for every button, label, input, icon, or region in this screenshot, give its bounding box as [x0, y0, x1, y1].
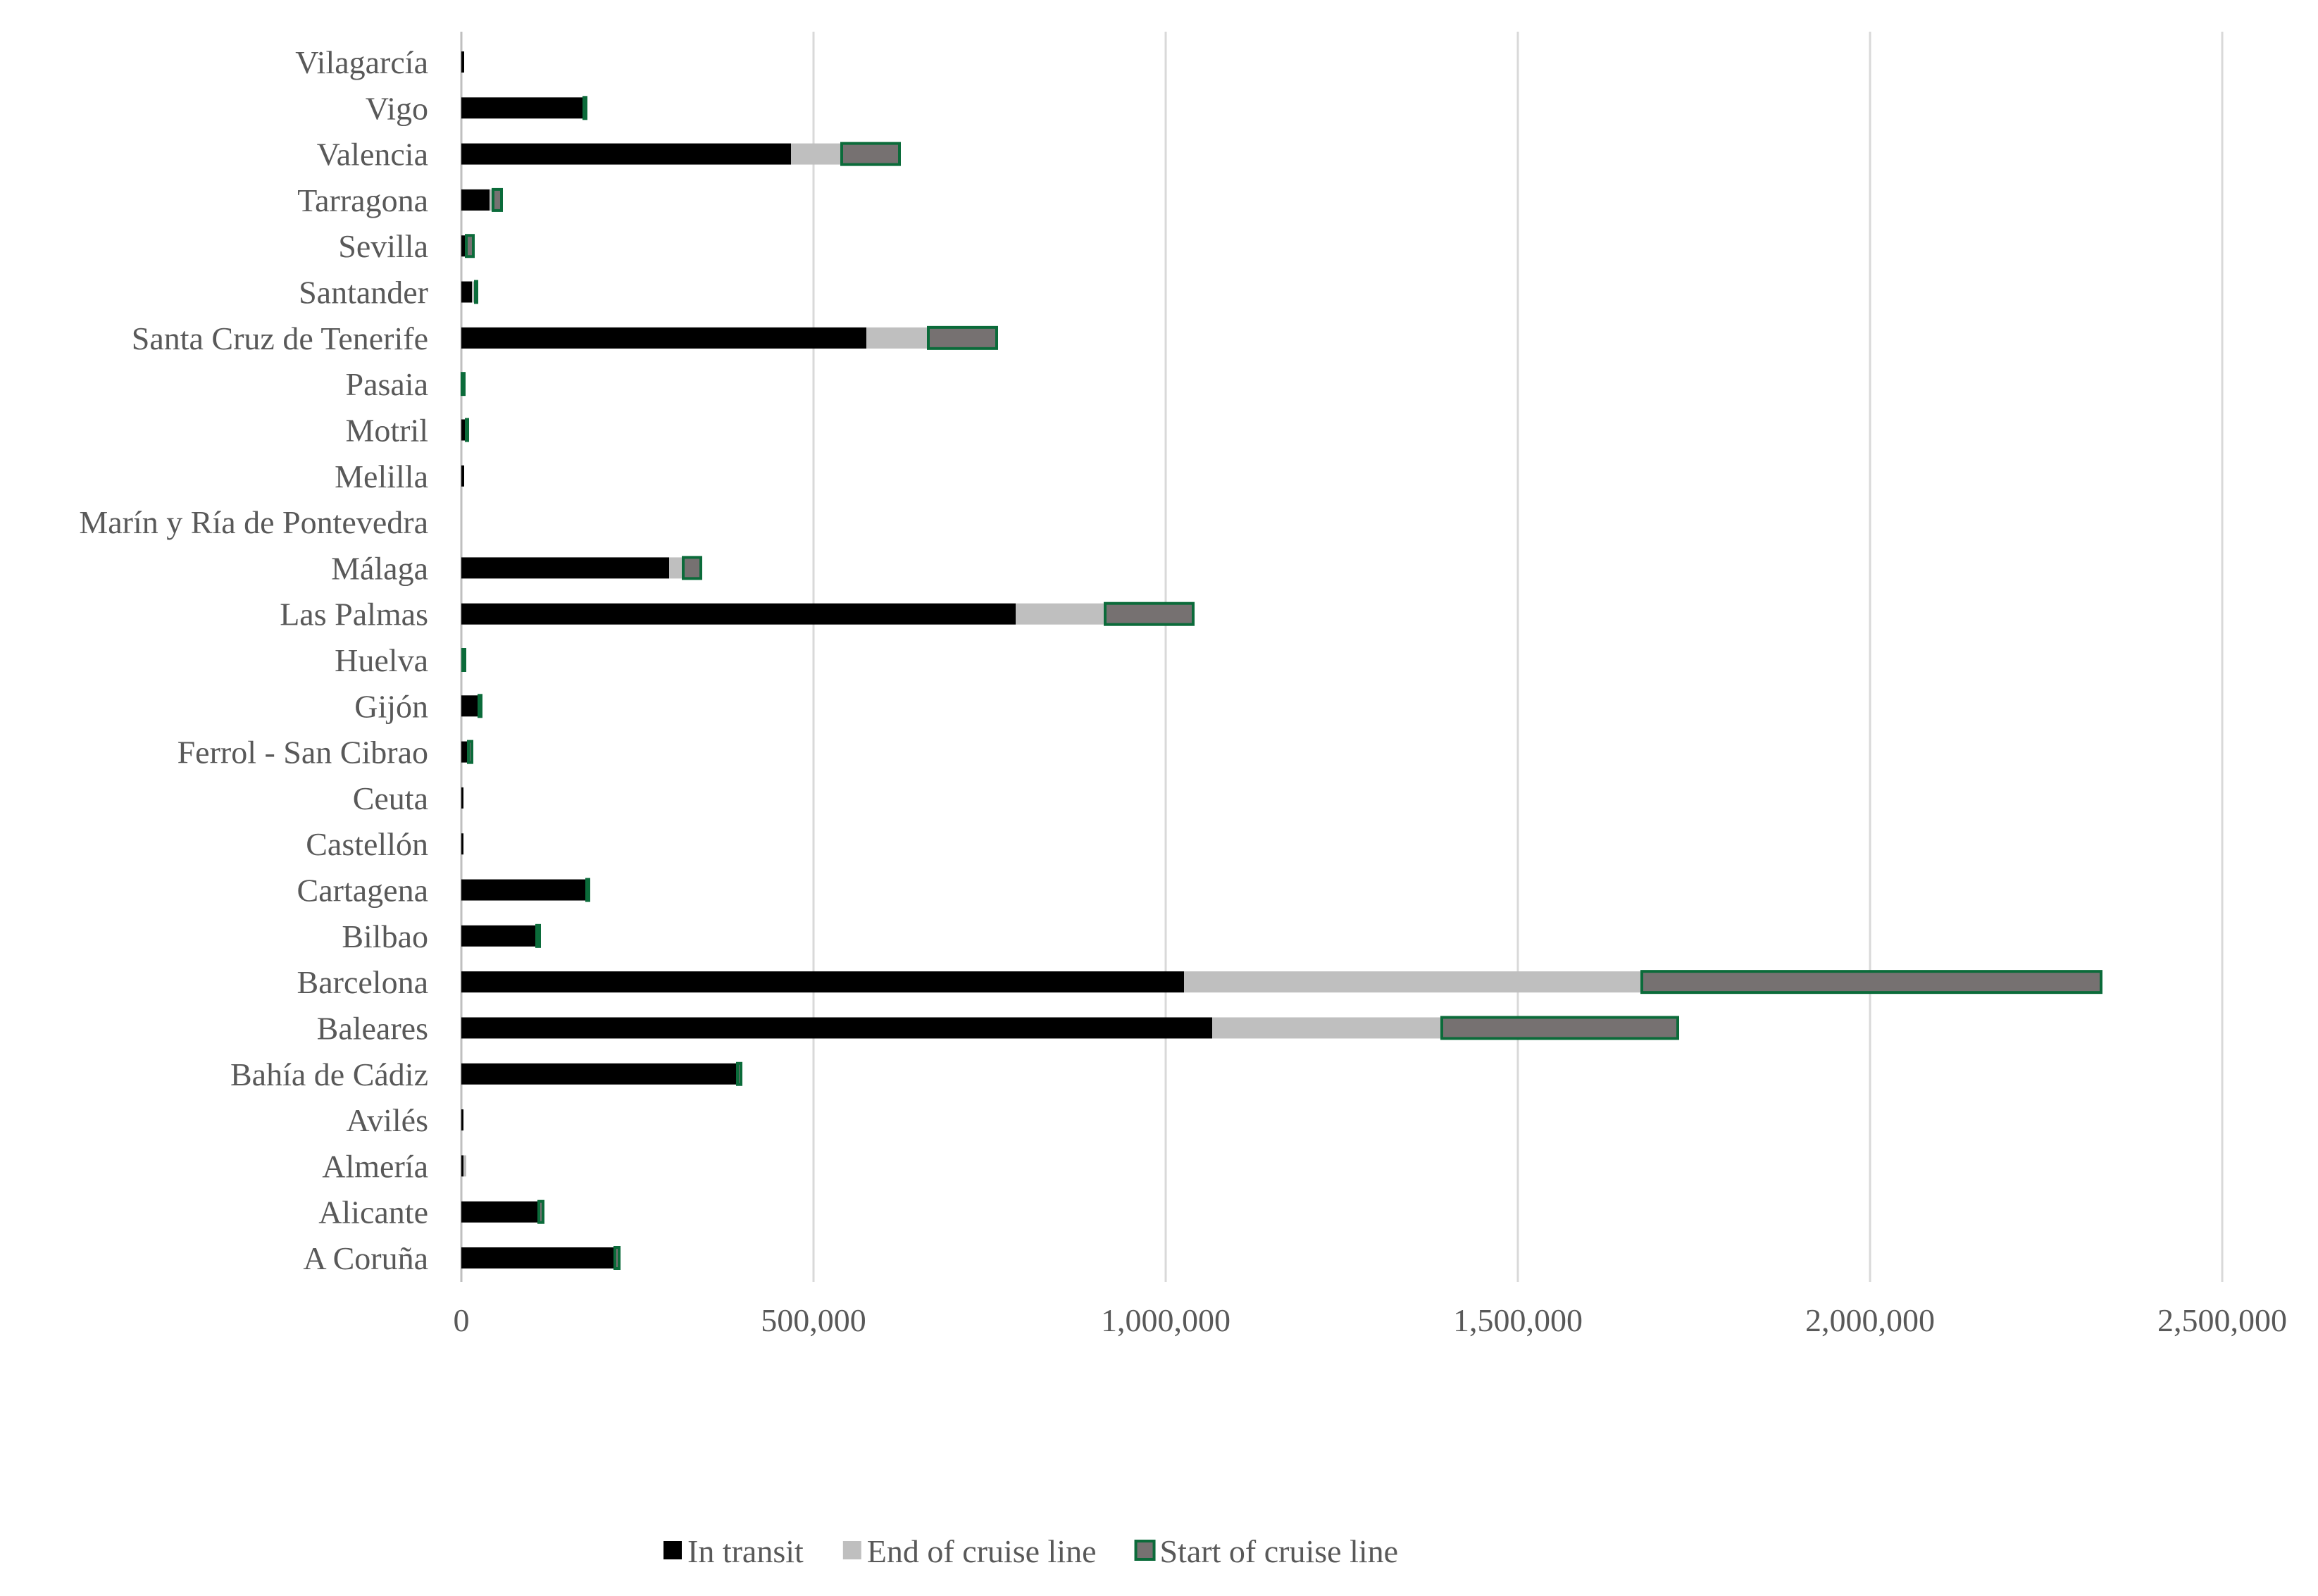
bar-in-transit — [461, 1109, 463, 1131]
category-label: Almería — [322, 1148, 428, 1184]
bar-start-of-cruise-line — [582, 96, 587, 120]
category-label: Melilla — [335, 459, 428, 494]
category-label: Avilés — [346, 1102, 428, 1138]
category-label: Huelva — [335, 642, 428, 678]
category-label: Bilbao — [342, 918, 428, 954]
x-tick-labels: 0 500,000 1,000,000 1,500,000 2,000,000 2,500… — [454, 1302, 2288, 1338]
bar-in-transit — [461, 557, 669, 579]
bar-start-of-cruise-line — [613, 1246, 621, 1270]
x-tick-label: 2,500,000 — [2157, 1302, 2287, 1338]
category-label: A Coruña — [303, 1240, 428, 1276]
category-label: Castellón — [306, 826, 428, 862]
bar-start-of-cruise-line — [537, 1199, 544, 1224]
bar-in-transit — [461, 235, 465, 257]
bar-end-of-cruise-line — [490, 189, 493, 211]
bar-in-transit — [461, 281, 472, 303]
bar-start-of-cruise-line — [465, 418, 469, 442]
bar-in-transit — [461, 603, 1016, 625]
bar-start-of-cruise-line — [1440, 1016, 1679, 1040]
bar-start-of-cruise-line — [467, 740, 473, 764]
category-label: Marín y Ría de Pontevedra — [79, 504, 428, 540]
bar-in-transit — [461, 1201, 537, 1223]
bar-start-of-cruise-line — [461, 648, 466, 672]
category-label: Barcelona — [297, 964, 428, 1000]
bar-start-of-cruise-line — [465, 234, 475, 258]
bar-in-transit — [461, 1017, 1212, 1039]
category-label: Cartagena — [297, 873, 428, 909]
legend-start-of-cruise-line-label: Start of cruise line — [1160, 1533, 1399, 1569]
category-label: Ceuta — [353, 780, 428, 816]
bar-end-of-cruise-line — [791, 143, 842, 165]
bar-in-transit — [461, 879, 585, 901]
bar-end-of-cruise-line — [463, 1155, 466, 1177]
category-label: Gijón — [354, 688, 428, 724]
bar-start-of-cruise-line — [1640, 970, 2102, 995]
bar-in-transit — [461, 465, 464, 487]
legend-end-of-cruise-line-swatch — [842, 1541, 861, 1559]
category-label: Santa Cruz de Tenerife — [132, 320, 428, 356]
bar-start-of-cruise-line — [927, 325, 998, 350]
category-label: Málaga — [331, 550, 428, 586]
bar-in-transit — [461, 327, 866, 349]
bar-start-of-cruise-line — [461, 372, 466, 397]
bar-in-transit — [461, 833, 463, 855]
bar-in-transit — [461, 189, 490, 211]
bar-in-transit — [461, 51, 464, 73]
bar-in-transit — [461, 1247, 613, 1268]
category-label: Santander — [299, 275, 428, 311]
bar-in-transit — [461, 695, 479, 717]
category-label: Bahía de Cádiz — [230, 1056, 428, 1092]
bar-start-of-cruise-line — [736, 1061, 742, 1086]
bar-in-transit — [461, 971, 1184, 993]
bar-in-transit — [461, 1063, 736, 1085]
bar-in-transit — [461, 1155, 463, 1177]
bar-in-transit — [461, 143, 791, 165]
legend-start-of-cruise-line-swatch — [1134, 1540, 1156, 1561]
legend: In transit End of cruise line Start of cru… — [663, 1533, 1398, 1569]
bar-end-of-cruise-line — [1212, 1017, 1442, 1039]
bars-layer — [461, 51, 2102, 1270]
x-tick-label: 500,000 — [761, 1302, 866, 1338]
category-label: Valencia — [317, 137, 428, 173]
bar-end-of-cruise-line — [1184, 971, 1642, 993]
bar-start-of-cruise-line — [682, 556, 702, 580]
bar-start-of-cruise-line — [492, 187, 503, 212]
bar-in-transit — [461, 925, 535, 947]
category-label: Vigo — [366, 90, 428, 126]
bar-end-of-cruise-line — [669, 557, 683, 579]
category-label: Pasaia — [345, 366, 428, 402]
bar-start-of-cruise-line — [840, 142, 901, 166]
bar-start-of-cruise-line — [478, 694, 482, 718]
bar-in-transit — [461, 741, 468, 763]
bar-end-of-cruise-line — [472, 281, 475, 303]
legend-in-transit-swatch — [663, 1541, 682, 1559]
category-labels: Vilagarcía Vigo Valencia Tarragona Sevilla Sa… — [79, 44, 428, 1276]
category-label: Baleares — [317, 1010, 428, 1046]
bar-start-of-cruise-line — [585, 878, 590, 902]
bar-in-transit — [461, 787, 463, 809]
bar-start-of-cruise-line — [535, 923, 541, 948]
grid-layer — [460, 32, 2224, 1282]
bar-start-of-cruise-line — [1104, 601, 1195, 626]
category-label: Vilagarcía — [295, 44, 428, 80]
category-label: Alicante — [318, 1195, 428, 1230]
bar-start-of-cruise-line — [474, 280, 478, 304]
legend-end-of-cruise-line-label: End of cruise line — [867, 1533, 1097, 1569]
bar-end-of-cruise-line — [866, 327, 928, 349]
bar-in-transit — [461, 419, 465, 441]
legend-in-transit-label: In transit — [687, 1533, 804, 1569]
category-label: Tarragona — [297, 182, 428, 218]
x-tick-label: 0 — [454, 1302, 470, 1338]
category-label: Ferrol - San Cibrao — [177, 735, 428, 771]
x-tick-label: 2,000,000 — [1805, 1302, 1935, 1338]
x-tick-label: 1,000,000 — [1101, 1302, 1230, 1338]
bar-in-transit — [461, 97, 582, 119]
category-label: Sevilla — [338, 228, 428, 264]
x-tick-label: 1,500,000 — [1453, 1302, 1583, 1338]
category-label: Motril — [345, 412, 428, 448]
bar-end-of-cruise-line — [1016, 603, 1105, 625]
category-label: Las Palmas — [280, 597, 428, 632]
